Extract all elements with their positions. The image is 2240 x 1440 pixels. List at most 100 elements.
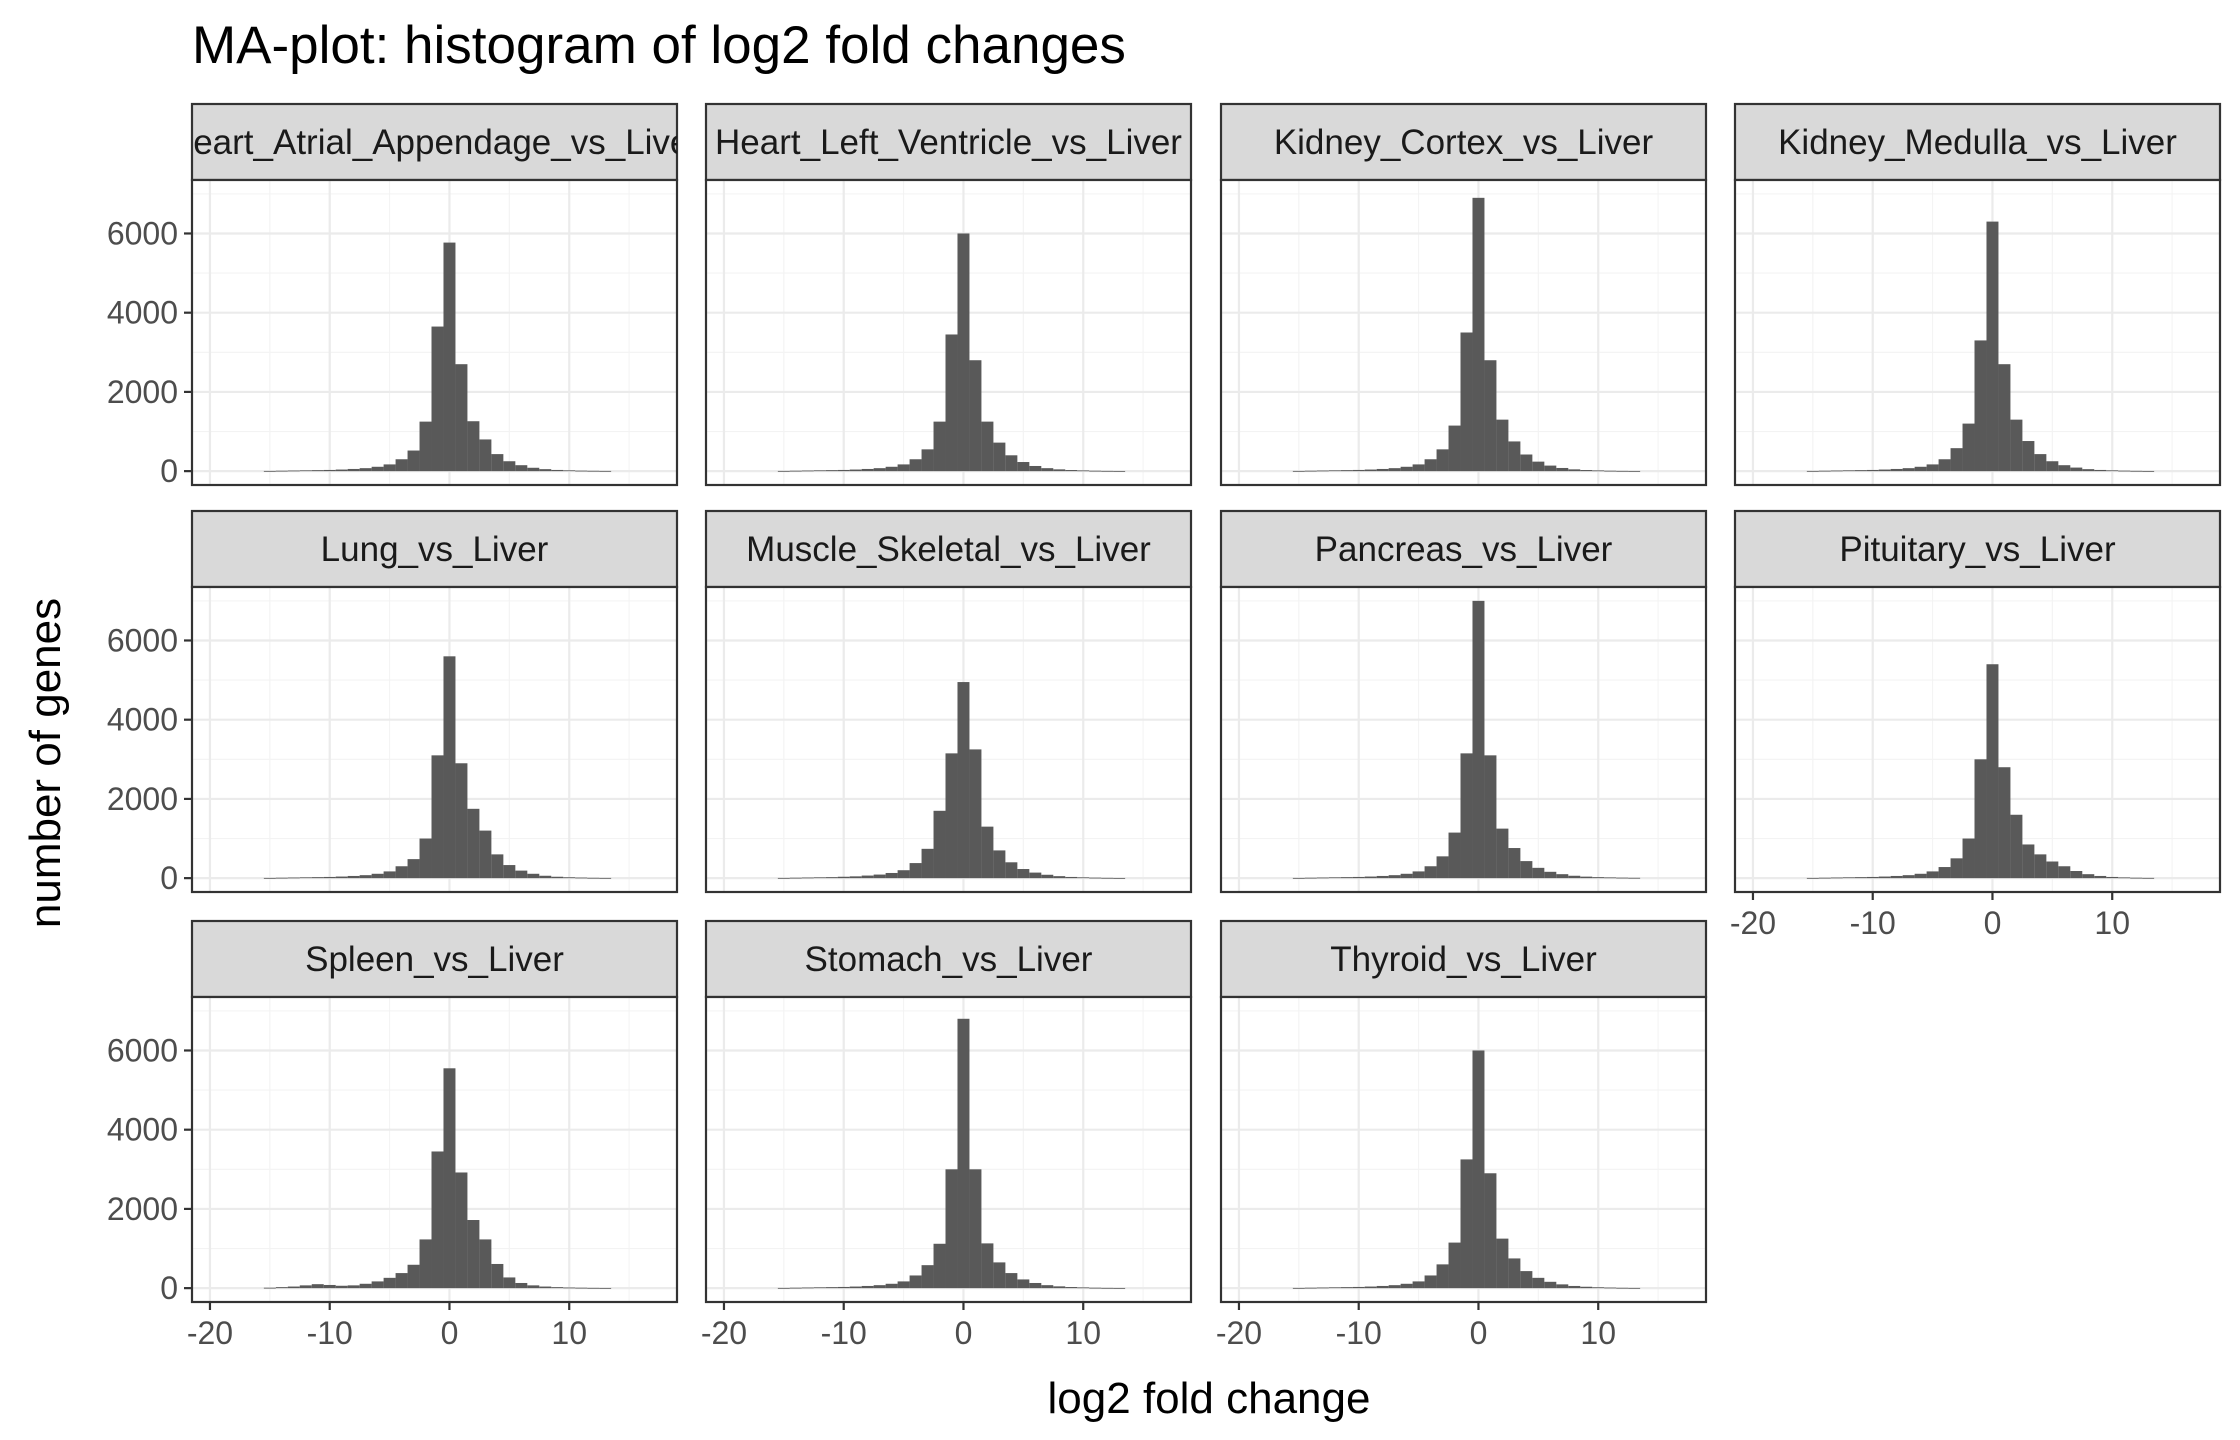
histogram-bar [957, 233, 970, 472]
histogram-bar [777, 470, 790, 472]
histogram-bar [275, 877, 288, 879]
y-tick-label: 6000 [107, 1032, 178, 1068]
histogram-bar [467, 808, 480, 879]
histogram-bar [479, 1239, 492, 1289]
histogram-bar [1089, 1287, 1102, 1289]
histogram-bar [263, 470, 276, 472]
histogram-bar [1580, 1286, 1593, 1289]
histogram-bar [849, 1286, 862, 1289]
panel-border [1219, 995, 1708, 1304]
histogram-bar [981, 1243, 994, 1289]
histogram-bar [813, 470, 826, 472]
histogram-bar [945, 334, 958, 472]
histogram-bar [1041, 1285, 1054, 1289]
histogram-bar [599, 877, 612, 879]
histogram-bar [311, 470, 324, 472]
histogram-bar [1113, 470, 1126, 472]
histogram-bar [2010, 814, 2023, 879]
histogram-bar [1089, 470, 1102, 472]
histogram-bar [515, 465, 528, 472]
panel-border [190, 585, 679, 894]
histogram-bar [263, 1287, 276, 1289]
x-tick-label: -20 [1730, 905, 1776, 941]
histogram-bar [789, 470, 802, 472]
histogram-bar [527, 467, 540, 472]
histogram-bar [1604, 877, 1617, 879]
histogram-bar [909, 459, 922, 472]
histogram-bar [515, 870, 528, 879]
histogram-bar [1938, 867, 1951, 879]
histogram-bar [2106, 470, 2119, 472]
histogram-bar [873, 874, 886, 879]
histogram-bar [1316, 877, 1329, 879]
facet-strip-label: Lung_vs_Liver [321, 530, 549, 569]
histogram-bar [897, 1281, 910, 1289]
histogram-bar [1364, 1286, 1377, 1289]
histogram-bar [1926, 464, 1939, 472]
histogram-bar [1914, 873, 1927, 879]
facet-panel-stomach-vs-liver: Stomach_vs_Liver -20 -10 0 10 [701, 919, 1193, 1351]
facet-panel-pancreas-vs-liver: Pancreas_vs_Liver [1219, 509, 1708, 894]
x-tick-label: 10 [1065, 1315, 1101, 1351]
histogram-bar [1962, 423, 1975, 472]
histogram-bar [1005, 455, 1018, 472]
histogram-bar [1854, 470, 1867, 472]
histogram-bar [861, 1285, 874, 1289]
x-tick-label: -10 [1336, 1315, 1382, 1351]
histogram-bar [1472, 197, 1485, 472]
histogram-bar [993, 1262, 1006, 1289]
histogram-bar [527, 873, 540, 879]
histogram-bar [1388, 875, 1401, 879]
histogram-bar [1628, 877, 1641, 879]
facet-strip-label: Stomach_vs_Liver [805, 940, 1093, 979]
histogram-bar [1974, 759, 1987, 879]
histogram-bar [1986, 664, 1999, 879]
histogram-bar [551, 469, 564, 472]
histogram-bar [1508, 441, 1521, 472]
x-tick-label: 0 [955, 1315, 973, 1351]
histogram-bar [945, 753, 958, 879]
histogram-bar [1436, 856, 1449, 879]
histogram-bar [789, 1287, 802, 1289]
panel-border [190, 995, 679, 1304]
histogram-bar [1520, 454, 1533, 472]
histogram-bar [1508, 848, 1521, 879]
histogram-bar [347, 1285, 360, 1289]
histogram-bar [1974, 340, 1987, 472]
histogram-bar [299, 470, 312, 472]
histogram-bar [1902, 875, 1915, 879]
histogram-bar [981, 826, 994, 879]
histogram-bar [1532, 461, 1545, 472]
histogram-bar [981, 421, 994, 472]
histogram-bar [837, 1286, 850, 1289]
x-tick-label: -10 [307, 1315, 353, 1351]
histogram-bar [1532, 867, 1545, 879]
histogram-bar [1304, 877, 1317, 879]
histogram-bar [1292, 877, 1305, 879]
histogram-bar [1544, 1281, 1557, 1289]
histogram-bar [515, 1282, 528, 1289]
histogram-bar [503, 865, 516, 879]
histogram-bar [1460, 332, 1473, 472]
histogram-bar [1460, 1159, 1473, 1289]
histogram-bar [1412, 464, 1425, 472]
histogram-bar [2046, 461, 2059, 472]
histogram-bar [789, 877, 802, 879]
histogram-bar [1089, 877, 1102, 879]
y-tick-label: 6000 [107, 215, 178, 251]
histogram-bar [575, 470, 588, 472]
histogram-bar [1400, 466, 1413, 472]
histogram-bar [1496, 1238, 1509, 1289]
histogram-bar [1376, 875, 1389, 879]
histogram-bar [419, 838, 432, 879]
histogram-bar [813, 877, 826, 879]
histogram-bar [921, 848, 934, 879]
histogram-bar [1029, 465, 1042, 472]
histogram-bar [957, 682, 970, 879]
x-tick-label: 0 [1470, 1315, 1488, 1351]
facet-panel-thyroid-vs-liver: Thyroid_vs_Liver -20 -10 0 10 [1216, 919, 1708, 1351]
histogram-bar [1029, 872, 1042, 879]
histogram-bar [1842, 470, 1855, 472]
histogram-bar [347, 875, 360, 879]
facet-strip-label: Spleen_vs_Liver [305, 940, 564, 979]
